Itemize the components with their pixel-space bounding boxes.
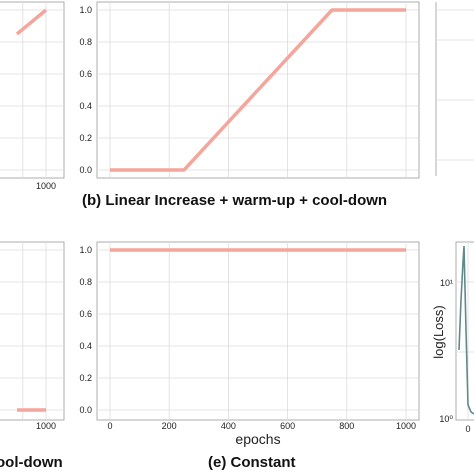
- panel-f-xtick-label: 0: [465, 424, 470, 434]
- xtick-label: 200: [162, 421, 177, 431]
- panel-a: 1000: [0, 1, 65, 191]
- xtick-label: 400: [221, 421, 236, 431]
- panel-f-ytick-label: 10⁰: [439, 414, 453, 424]
- xtick-label: 600: [280, 421, 295, 431]
- panel-f: 10¹ 10⁰ 0 log(Loss): [431, 241, 474, 434]
- loss-series-line: [458, 245, 474, 415]
- xtick-label: 0: [107, 421, 112, 431]
- panel-d-caption: ool-down: [0, 454, 63, 471]
- ytick-label: 0.8: [79, 37, 92, 47]
- panel-e-caption: (e) Constant: [208, 454, 296, 471]
- panel-d: 1000: [0, 241, 65, 431]
- panel-e-xlabel: epochs: [235, 431, 280, 447]
- panel-b-caption: (b) Linear Increase + warm-up + cool-dow…: [82, 192, 388, 209]
- panel-d-ticks: 1000: [36, 421, 56, 431]
- panel-a-grid: [0, 2, 64, 178]
- ytick-label: 0.4: [79, 101, 92, 111]
- ytick-label: 0.0: [79, 165, 92, 175]
- panel-f-ylabel: log(Loss): [431, 305, 446, 358]
- panel-f-frame: [455, 241, 474, 421]
- xtick-label: 1000: [396, 421, 416, 431]
- ytick-label: 1.0: [79, 5, 92, 15]
- panel-f-ytick-label: 10¹: [440, 278, 453, 288]
- panel-e: 0.0 0.2 0.4 0.6 0.8 1.0 0 200 400 600 800 1000 epoc…: [79, 241, 420, 447]
- ytick-label: 0.0: [79, 405, 92, 415]
- panel-a-series: [15, 8, 48, 36]
- ytick-label: 0.6: [79, 309, 92, 319]
- ytick-label: 0.4: [79, 341, 92, 351]
- panel-e-frame: [96, 241, 420, 421]
- xtick-label: 1000: [36, 181, 56, 191]
- ytick-label: 0.8: [79, 277, 92, 287]
- panel-b-series: [110, 8, 406, 172]
- panel-b-ticks: 0.0 0.2 0.4 0.6 0.8 1.0: [79, 5, 92, 175]
- panel-e-ticks: 0.0 0.2 0.4 0.6 0.8 1.0 0 200 400 600 800 1000: [79, 245, 416, 431]
- xtick-label: 800: [339, 421, 354, 431]
- panel-c-edge: [435, 2, 474, 176]
- panel-e-grid: [97, 242, 419, 420]
- ytick-label: 0.6: [79, 69, 92, 79]
- panel-b-frame: [96, 1, 420, 179]
- panel-d-grid: [0, 242, 64, 420]
- xtick-label: 1000: [36, 421, 56, 431]
- panel-b-grid: [97, 2, 419, 178]
- ytick-label: 1.0: [79, 245, 92, 255]
- series-line: [110, 8, 406, 172]
- ytick-label: 0.2: [79, 133, 92, 143]
- panel-a-ticks: 1000: [36, 181, 56, 191]
- panel-a-frame: [0, 1, 65, 179]
- ytick-label: 0.2: [79, 373, 92, 383]
- panel-d-frame: [0, 241, 65, 421]
- panel-b: 0.0 0.2 0.4 0.6 0.8 1.0: [79, 1, 420, 179]
- series-line: [15, 8, 48, 36]
